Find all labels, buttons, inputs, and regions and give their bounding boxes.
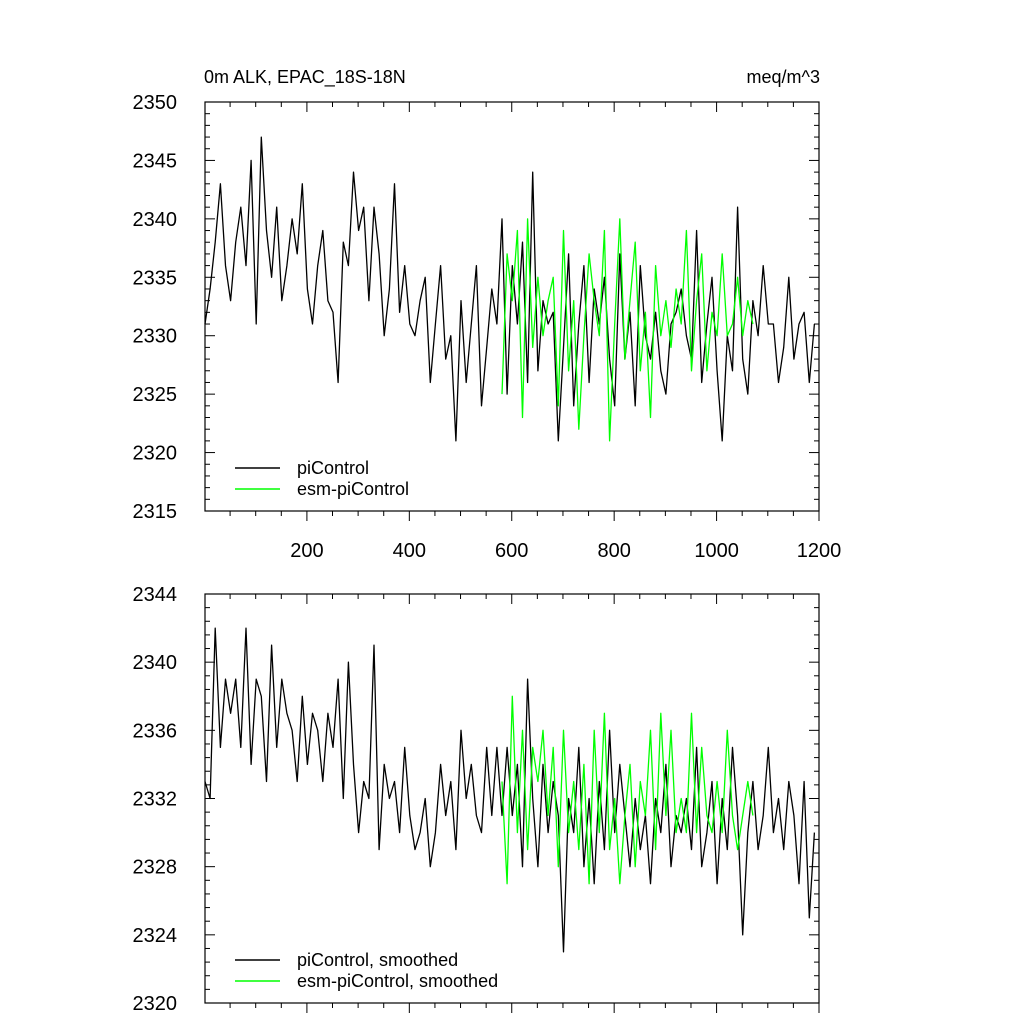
legend-label: esm-piControl, smoothed xyxy=(297,971,498,991)
legend-label: piControl, smoothed xyxy=(297,950,458,970)
y-tick-label: 2325 xyxy=(133,384,178,406)
legend-label: esm-piControl xyxy=(297,479,409,499)
y-tick-label: 2344 xyxy=(133,584,178,606)
plot-frame xyxy=(204,593,820,1004)
chart-title: 0m ALK, EPAC_18S-18N xyxy=(204,67,406,88)
y-tick-label: 2350 xyxy=(133,92,178,114)
bottom-panel: 2320 2324 2328 2332 2336 2340 2344 piControl, s… xyxy=(133,584,820,1015)
y-tick-label: 2324 xyxy=(133,925,178,947)
x-tick-label: 200 xyxy=(290,540,323,562)
x-tick-label: 400 xyxy=(393,540,426,562)
top-panel: 2315 2320 2325 2330 2335 2340 2345 2350 200 400 60… xyxy=(133,92,842,562)
y-tick-label: 2345 xyxy=(133,150,178,172)
x-tick-label: 800 xyxy=(597,540,630,562)
units-label: meq/m^3 xyxy=(747,67,820,87)
y-tick-label: 2340 xyxy=(133,209,178,231)
y-tick-label: 2330 xyxy=(133,326,178,348)
y-tick-label: 2320 xyxy=(133,443,178,465)
x-tick-label: 1200 xyxy=(797,540,842,562)
y-tick-label: 2315 xyxy=(133,501,178,523)
y-tick-label: 2340 xyxy=(133,652,178,674)
series-line-picontrol xyxy=(204,136,816,442)
x-tick-label: 1000 xyxy=(694,540,739,562)
y-tick-label: 2335 xyxy=(133,267,178,289)
series-line-esm-picontrol xyxy=(501,218,754,442)
y-tick-label: 2328 xyxy=(133,857,178,879)
plot-frame xyxy=(204,101,820,512)
series-line-esm-picontrol-smoothed xyxy=(501,695,754,885)
y-tick-label: 2336 xyxy=(133,720,178,742)
y-tick-label: 2332 xyxy=(133,789,178,811)
x-tick-label: 600 xyxy=(495,540,528,562)
legend-label: piControl xyxy=(297,458,369,478)
y-tick-label: 2320 xyxy=(133,993,178,1015)
